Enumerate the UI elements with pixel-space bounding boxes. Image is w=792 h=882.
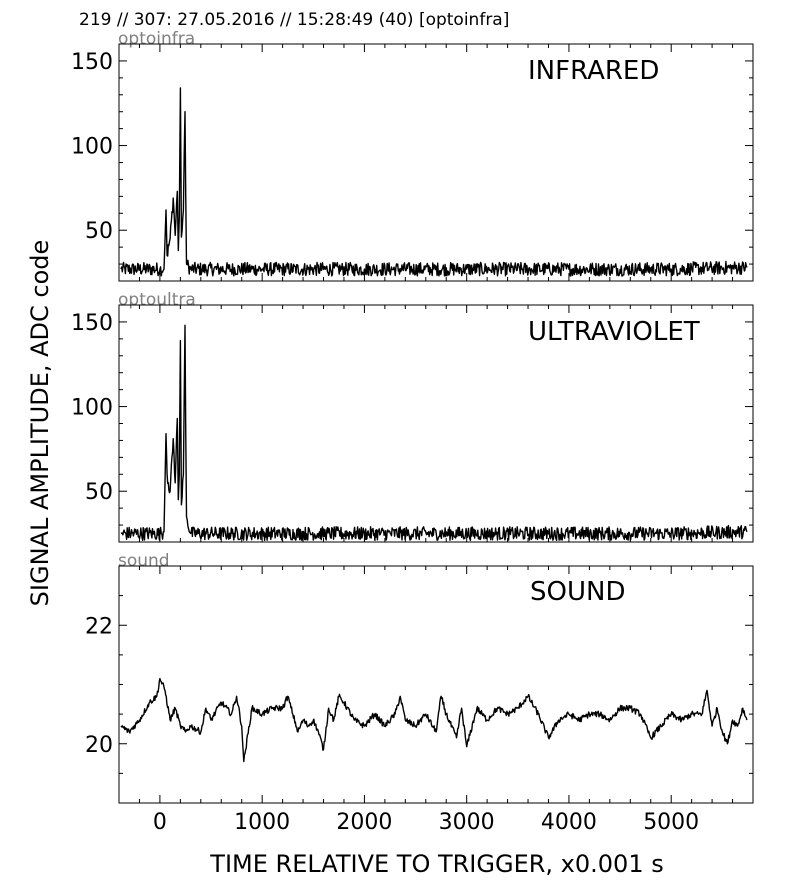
- source-label-optoinfra: optoinfra: [118, 29, 195, 49]
- y-tick-label: 50: [85, 480, 113, 505]
- x-axis-label: TIME RELATIVE TO TRIGGER, x0.001 s: [209, 850, 663, 878]
- sound-plot-frame: [118, 565, 754, 804]
- y-tick-label: 20: [85, 733, 113, 758]
- y-tick-label: 100: [71, 135, 113, 160]
- x-tick-label: 1000: [234, 810, 290, 835]
- infrared-title: INFRARED: [528, 56, 659, 86]
- infrared-trace: [120, 87, 748, 277]
- x-tick-label: 0: [153, 810, 167, 835]
- source-label-optoultra: optoultra: [118, 290, 196, 310]
- infrared-panel: optoinfra INFRARED 50 100 150: [71, 29, 754, 282]
- ultraviolet-trace: [120, 324, 748, 541]
- x-tick-label: 4000: [541, 810, 597, 835]
- x-tick-label: 2000: [336, 810, 392, 835]
- x-tick-label: 5000: [643, 810, 699, 835]
- y-tick-label: 150: [71, 50, 113, 75]
- sound-title: SOUND: [530, 577, 625, 607]
- y-axis-label: SIGNAL AMPLITUDE, ADC code: [26, 240, 54, 607]
- y-tick-label: 22: [85, 614, 113, 639]
- sound-panel: sound SOUND 20 22 0 1000 2000 3000 4000 5000: [85, 551, 754, 835]
- ultraviolet-title: ULTRAVIOLET: [528, 317, 700, 347]
- figure-header: 219 // 307: 27.05.2016 // 15:28:49 (40) …: [79, 10, 509, 30]
- ultraviolet-panel: optoultra ULTRAVIOLET 50 100 150: [71, 290, 754, 543]
- x-tick-label: 3000: [439, 810, 495, 835]
- y-tick-label: 50: [85, 219, 113, 244]
- source-label-sound: sound: [118, 551, 170, 571]
- y-tick-label: 150: [71, 311, 113, 336]
- sound-trace: [120, 677, 748, 763]
- y-tick-label: 100: [71, 396, 113, 421]
